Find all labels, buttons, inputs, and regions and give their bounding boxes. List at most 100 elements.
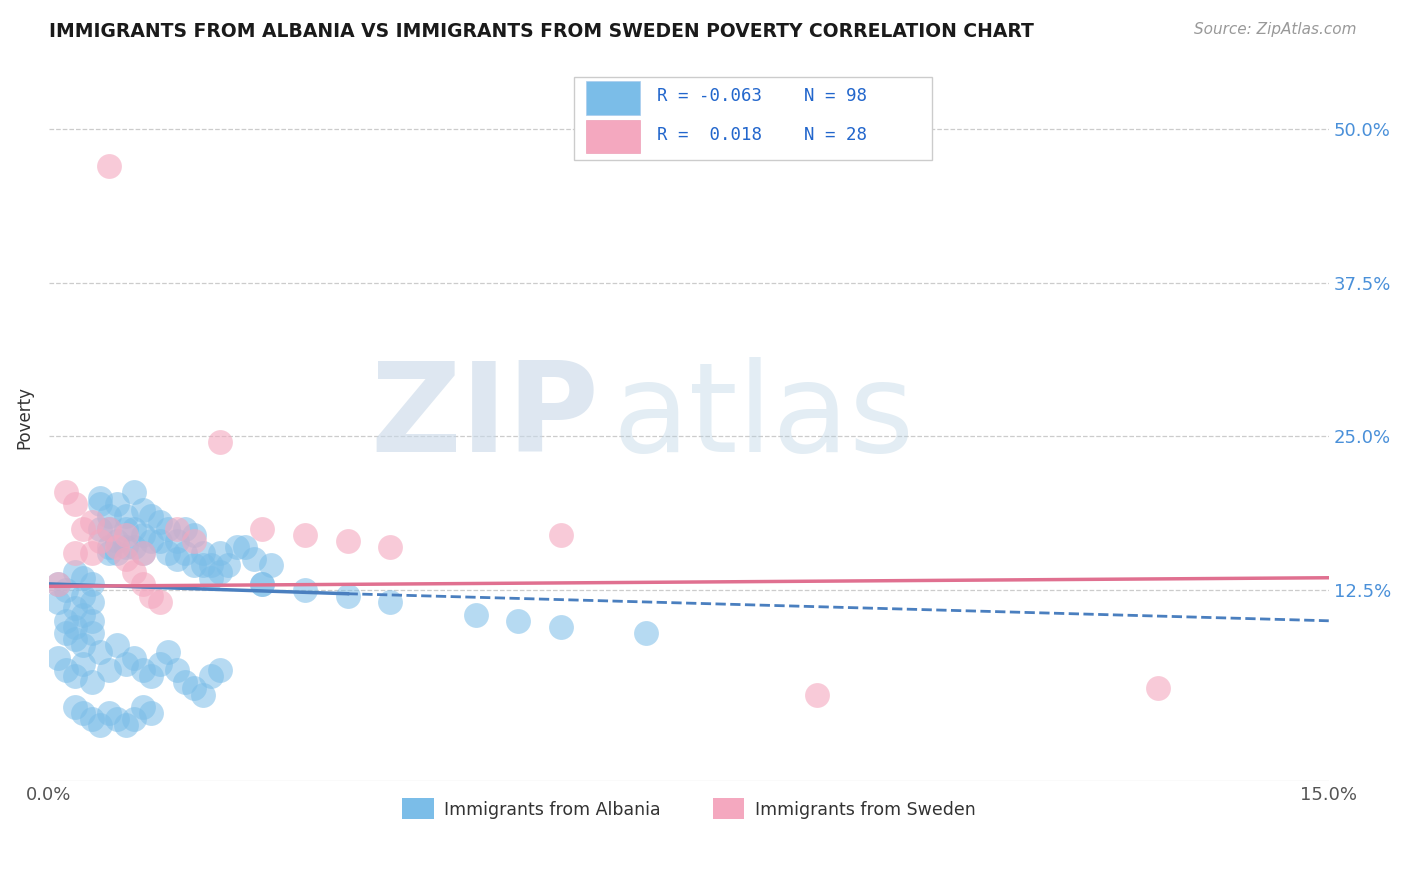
Point — [550, 527, 572, 541]
Point — [63, 669, 86, 683]
Point — [550, 620, 572, 634]
Point — [72, 522, 94, 536]
Point — [208, 546, 231, 560]
Point — [46, 595, 69, 609]
Text: atlas: atlas — [612, 358, 914, 478]
Point — [55, 582, 77, 597]
Point — [174, 546, 197, 560]
Point — [191, 558, 214, 573]
Point — [508, 614, 530, 628]
Point — [63, 632, 86, 647]
Point — [46, 577, 69, 591]
FancyBboxPatch shape — [586, 120, 640, 153]
Point — [89, 497, 111, 511]
Point — [114, 527, 136, 541]
Point — [114, 552, 136, 566]
FancyBboxPatch shape — [574, 77, 932, 161]
Point — [55, 663, 77, 677]
Point — [97, 540, 120, 554]
Point — [157, 644, 180, 658]
Point — [200, 571, 222, 585]
Point — [166, 533, 188, 548]
Point — [80, 675, 103, 690]
Point — [63, 565, 86, 579]
Point — [294, 582, 316, 597]
Point — [63, 497, 86, 511]
Point — [806, 688, 828, 702]
Point — [124, 484, 146, 499]
Point — [132, 527, 155, 541]
Point — [89, 491, 111, 505]
Point — [72, 607, 94, 622]
Point — [55, 484, 77, 499]
Y-axis label: Poverty: Poverty — [15, 386, 32, 450]
Point — [124, 540, 146, 554]
Point — [97, 663, 120, 677]
Point — [336, 589, 359, 603]
Point — [464, 607, 486, 622]
Point — [233, 540, 256, 554]
Point — [124, 522, 146, 536]
Point — [89, 533, 111, 548]
Point — [55, 614, 77, 628]
Point — [114, 522, 136, 536]
Point — [141, 509, 163, 524]
Point — [380, 540, 402, 554]
Text: R =  0.018    N = 28: R = 0.018 N = 28 — [657, 126, 868, 144]
Point — [89, 718, 111, 732]
Point — [72, 657, 94, 671]
Point — [105, 497, 128, 511]
Point — [157, 522, 180, 536]
Point — [63, 546, 86, 560]
Point — [97, 509, 120, 524]
Point — [97, 522, 120, 536]
Point — [132, 546, 155, 560]
Point — [55, 626, 77, 640]
Point — [80, 626, 103, 640]
Point — [114, 718, 136, 732]
Point — [141, 706, 163, 720]
Point — [63, 620, 86, 634]
Point — [105, 546, 128, 560]
Text: ZIP: ZIP — [371, 358, 599, 478]
Point — [97, 706, 120, 720]
Point — [166, 522, 188, 536]
Point — [252, 577, 274, 591]
Point — [72, 706, 94, 720]
Point — [105, 639, 128, 653]
Point — [46, 577, 69, 591]
Point — [380, 595, 402, 609]
Point — [114, 540, 136, 554]
Point — [97, 159, 120, 173]
Point — [141, 589, 163, 603]
Point — [114, 657, 136, 671]
Point — [174, 522, 197, 536]
Point — [132, 663, 155, 677]
Point — [72, 571, 94, 585]
Point — [166, 663, 188, 677]
Point — [183, 558, 205, 573]
Point — [252, 522, 274, 536]
Point — [183, 681, 205, 696]
Point — [89, 522, 111, 536]
Point — [200, 558, 222, 573]
Point — [217, 558, 239, 573]
Point — [149, 516, 172, 530]
Point — [114, 509, 136, 524]
Point — [97, 546, 120, 560]
Point — [72, 589, 94, 603]
Text: R = -0.063    N = 98: R = -0.063 N = 98 — [657, 87, 868, 105]
Point — [105, 533, 128, 548]
Point — [242, 552, 264, 566]
Point — [157, 546, 180, 560]
Point — [80, 546, 103, 560]
Point — [105, 712, 128, 726]
Point — [80, 577, 103, 591]
Point — [149, 657, 172, 671]
Point — [89, 644, 111, 658]
Point — [132, 546, 155, 560]
Point — [124, 650, 146, 665]
Point — [191, 546, 214, 560]
Legend: Immigrants from Albania, Immigrants from Sweden: Immigrants from Albania, Immigrants from… — [395, 791, 983, 826]
Text: IMMIGRANTS FROM ALBANIA VS IMMIGRANTS FROM SWEDEN POVERTY CORRELATION CHART: IMMIGRANTS FROM ALBANIA VS IMMIGRANTS FR… — [49, 22, 1033, 41]
